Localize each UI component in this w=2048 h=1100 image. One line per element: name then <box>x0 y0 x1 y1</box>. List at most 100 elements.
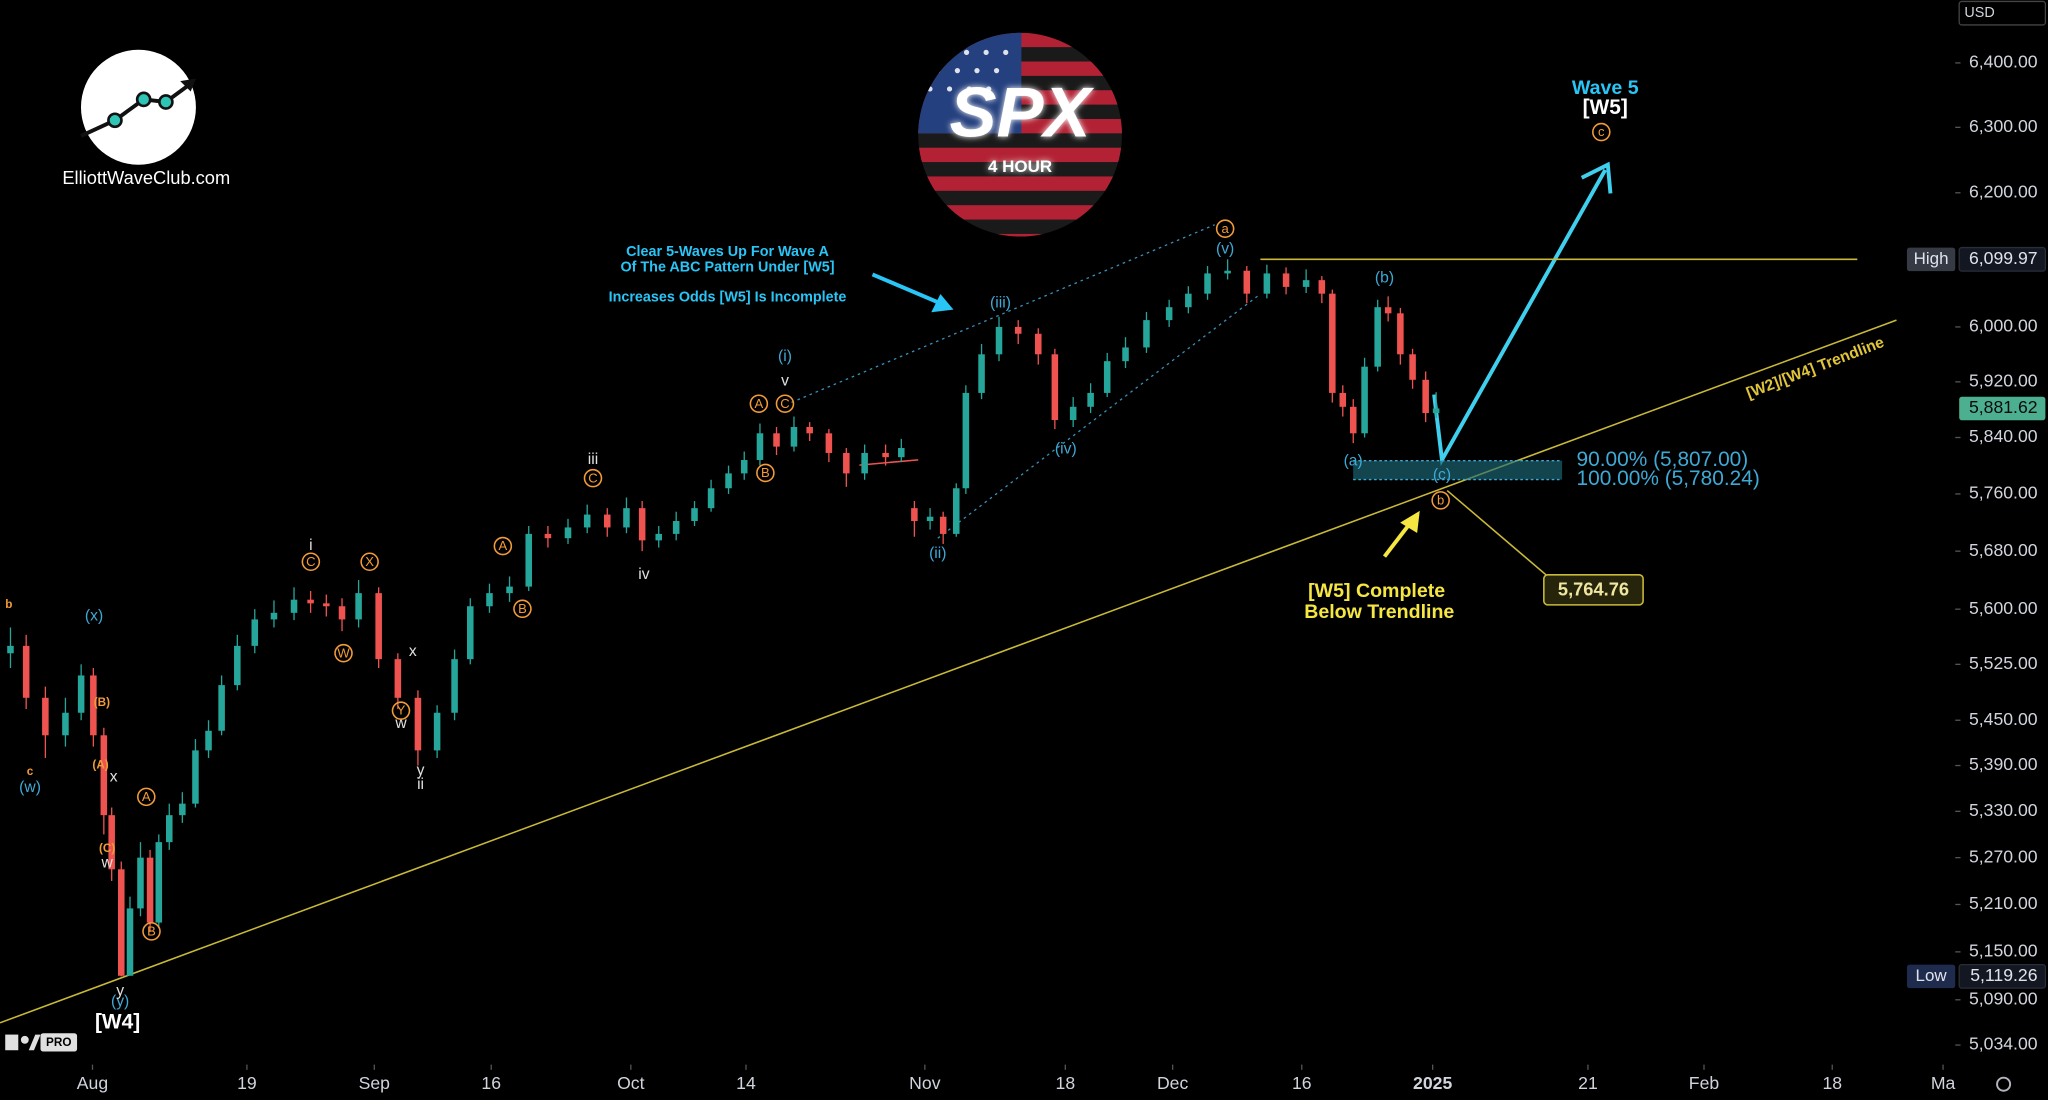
candle-body <box>375 593 382 660</box>
settings-icon[interactable] <box>1996 1076 2012 1092</box>
candle-body <box>234 645 241 686</box>
candle-body <box>825 433 833 453</box>
y-tick-label: 5,330.00 <box>1969 800 2038 820</box>
wave-label: iii <box>588 451 598 468</box>
y-tick-label: 5,525.00 <box>1969 653 2038 673</box>
x-tick-label: Oct <box>617 1073 645 1093</box>
x-tick-label: 19 <box>237 1073 257 1093</box>
candle-body <box>165 815 173 843</box>
wave-label: (a) <box>1344 452 1363 469</box>
wave-label-circle <box>142 922 161 941</box>
wave-label-circled: C <box>588 470 597 485</box>
tv-logo-part <box>5 1034 19 1051</box>
wave-label-circled: A <box>142 789 151 804</box>
wave-label-circle <box>137 787 156 807</box>
y-tick-label: 6,200.00 <box>1969 181 2038 201</box>
candle-body <box>290 599 298 613</box>
wave-label-circle <box>1215 219 1235 238</box>
candle-body <box>42 697 49 736</box>
candle-body <box>179 803 186 816</box>
candle-body <box>672 521 680 534</box>
candle-body <box>790 427 798 447</box>
candle-body <box>1422 379 1429 414</box>
wave-label: (v) <box>1216 241 1234 258</box>
plot-area: 6,400.00 6,300.00 6,200.00 6,000.00 5,920.00… <box>5 52 2047 1093</box>
candle-body <box>192 750 199 804</box>
candle-body <box>1302 280 1310 287</box>
timeframe-text: 4 HOUR <box>988 157 1052 176</box>
candle-body <box>603 514 611 528</box>
candle-body <box>1397 313 1404 355</box>
logo-arrow <box>180 78 196 92</box>
fib-zone <box>1353 460 1563 480</box>
wave-label: (B) <box>94 696 110 709</box>
price-tag-label: Low <box>1916 966 1948 985</box>
wave-label-circle <box>756 463 775 483</box>
currency-box[interactable] <box>1958 0 2047 26</box>
candle-body <box>564 527 572 539</box>
wave-label-circle <box>1431 491 1450 510</box>
platform-badge: PRO <box>5 1033 78 1052</box>
wave-label-circle <box>391 701 411 720</box>
wave-label-circled: C <box>780 396 789 411</box>
candle-body <box>1122 347 1129 362</box>
annotation-text: [W4] <box>95 1010 140 1033</box>
candle-body <box>773 433 780 447</box>
channel-line <box>937 293 1261 539</box>
annotation-text: Of The ABC Pattern Under [W5] <box>620 260 834 276</box>
x-tick-label: 16 <box>1292 1073 1312 1093</box>
logo-dot <box>107 112 123 129</box>
price-tag-label: High <box>1914 249 1949 268</box>
candle-body <box>22 645 30 698</box>
y-tick-label: 6,300.00 <box>1969 116 2038 136</box>
badge-box <box>40 1033 78 1052</box>
candle-body <box>205 730 212 751</box>
candle-body <box>882 452 889 458</box>
x-tick-label: Aug <box>77 1073 108 1093</box>
candle-body <box>1204 273 1211 294</box>
candle-body <box>1384 307 1392 314</box>
candle-body <box>1329 293 1336 393</box>
wave-label-circled: Y <box>397 703 406 718</box>
wave-label-circled: W <box>337 645 350 660</box>
small-trendline <box>859 459 919 466</box>
y-tick-label: 5,450.00 <box>1969 709 2038 729</box>
x-tick-label: Dec <box>1157 1073 1189 1093</box>
candle-body <box>126 908 134 976</box>
candle-body <box>691 508 698 522</box>
wave-label-circle <box>775 394 795 413</box>
candle-body <box>1069 406 1077 421</box>
wave-label: (w) <box>19 779 41 796</box>
x-tick-label: Sep <box>359 1073 391 1093</box>
price-tag-value: 5,881.62 <box>1969 397 2038 417</box>
candle-body <box>1282 273 1290 287</box>
candle-body <box>137 857 144 909</box>
y-tick-label: 5,090.00 <box>1969 988 2038 1008</box>
wave-label: (c) <box>1433 467 1451 484</box>
candle-body <box>506 586 513 594</box>
price-tag-value: 5,119.26 <box>1970 965 2037 985</box>
x-tick-label: Ma <box>1931 1073 1956 1093</box>
wave-label-circled: A <box>755 396 764 411</box>
candle-body <box>1374 307 1381 367</box>
x-tick-label: Feb <box>1689 1073 1720 1093</box>
candle-body <box>962 392 970 489</box>
candle-body <box>62 712 69 736</box>
candle-body <box>90 675 97 736</box>
candle-body <box>1103 361 1111 393</box>
wave-label: (ii) <box>929 545 946 562</box>
y-tick-label: 5,840.00 <box>1969 426 2038 446</box>
logo-dot <box>158 94 174 110</box>
y-tick-label: 5,150.00 <box>1969 941 2038 961</box>
candle-body <box>638 508 646 541</box>
candle-body <box>725 473 732 489</box>
candle-body <box>655 533 663 541</box>
candle-body <box>451 659 458 713</box>
wave-label: i <box>309 537 312 554</box>
candle-body <box>338 606 346 620</box>
projection-arrowhead <box>1580 161 1613 194</box>
wave-label-circled: B <box>761 465 770 480</box>
wave-label: (b) <box>1375 269 1394 286</box>
wave-label: x <box>110 768 118 785</box>
